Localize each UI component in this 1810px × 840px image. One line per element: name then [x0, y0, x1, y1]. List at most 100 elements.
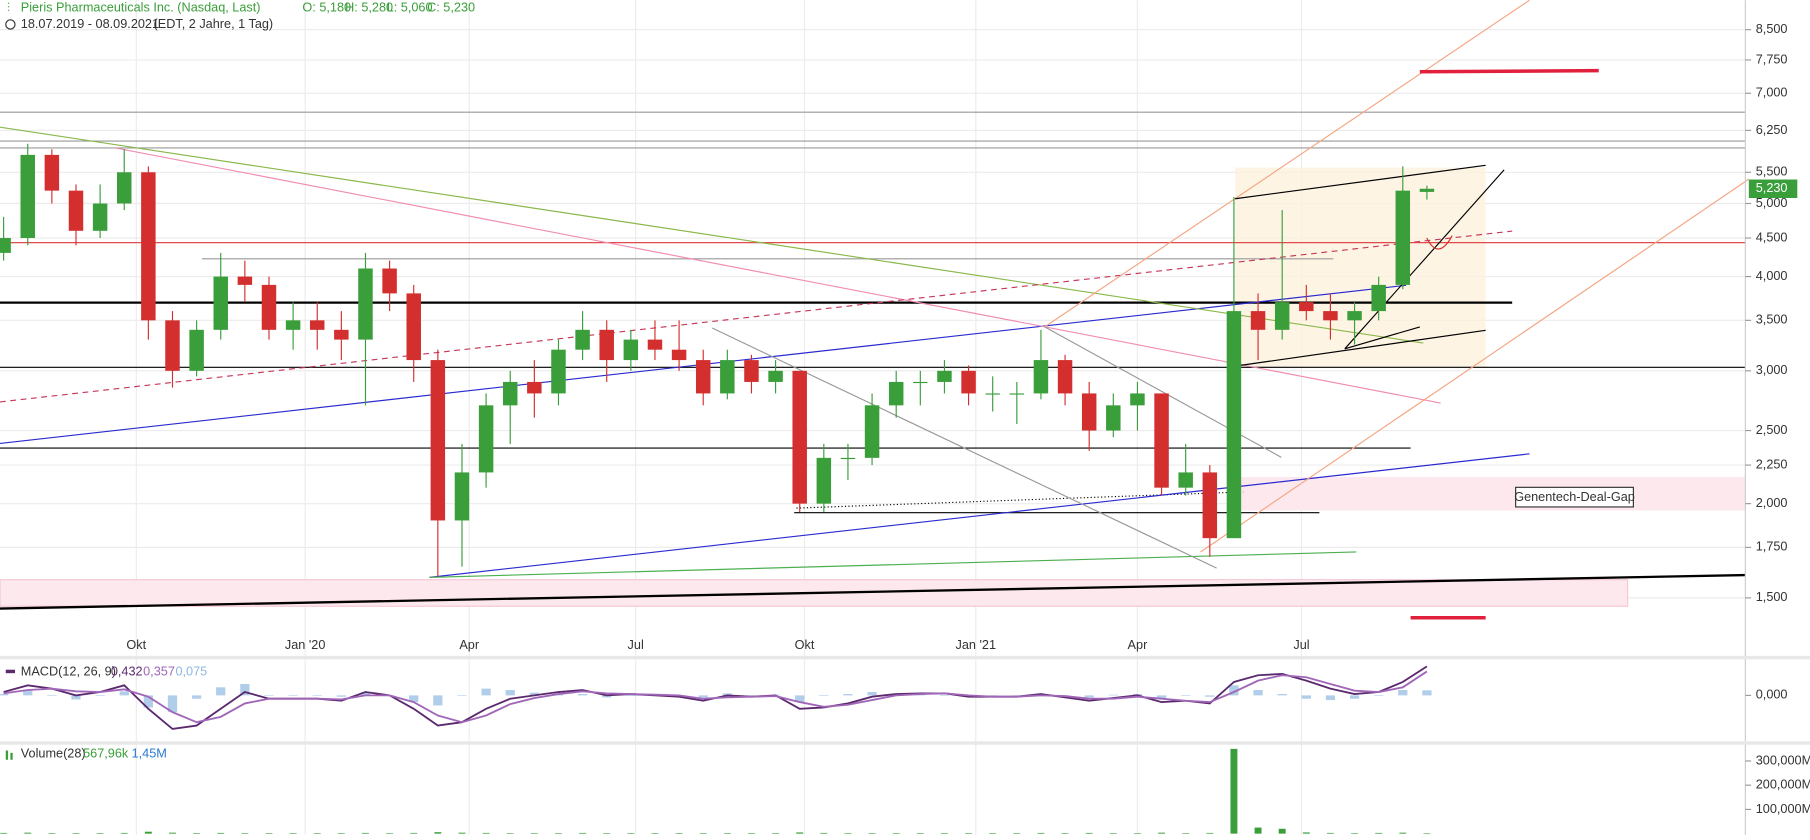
- candle-body: [864, 405, 880, 458]
- panel-separator: [0, 655, 1810, 660]
- macd-histogram-bar: [722, 693, 732, 696]
- trend-line: [1044, 326, 1282, 458]
- volume-bar: [530, 833, 538, 834]
- macd-histogram-bar: [1205, 695, 1215, 697]
- volume-bar: [651, 833, 659, 834]
- y-tick-label: 3,000: [1756, 363, 1788, 377]
- volume-bar: [169, 832, 176, 834]
- macd-histogram-bar: [167, 695, 178, 713]
- volume-title: Volume(28): [21, 746, 86, 760]
- volume-bar: [217, 832, 225, 834]
- clock-icon: [5, 19, 16, 30]
- volume-bar: [965, 833, 973, 834]
- macd-histogram-bar: [1277, 694, 1287, 696]
- candle-body: [1371, 284, 1386, 312]
- x-tick-label: Okt: [795, 638, 815, 652]
- candle-body: [358, 268, 373, 340]
- channel-line: [1235, 164, 1486, 200]
- y-tick-label: 7,000: [1756, 86, 1788, 100]
- volume-bar: [313, 833, 321, 834]
- candle-body: [1033, 360, 1049, 394]
- trend-line: [0, 573, 1746, 610]
- macd-histogram-bar: [529, 692, 539, 696]
- candle-body: [1347, 311, 1362, 321]
- annotation: Genentech-Deal-Gap: [1514, 490, 1635, 504]
- y-tick-label: 200,000M: [1756, 778, 1810, 792]
- macd-title: MACD(12, 26, 9): [21, 664, 116, 678]
- volume-bar: [747, 833, 755, 834]
- macd-histogram-bar: [867, 692, 877, 696]
- y-tick-label: 2,500: [1756, 423, 1788, 437]
- y-tick-label: 100,000M: [1756, 802, 1810, 816]
- macd-histogram-bar: [1398, 690, 1408, 696]
- volume-bar: [458, 832, 466, 834]
- volume-bar: [144, 831, 152, 834]
- candle-body: [575, 329, 590, 350]
- candle-body: [1202, 472, 1218, 539]
- candle-body: [623, 339, 639, 361]
- macd-histogram-bar: [95, 695, 105, 696]
- candle-body: [1323, 311, 1338, 321]
- last-price-label: 5,230: [1756, 181, 1788, 195]
- volume-icon: [5, 750, 9, 760]
- candle-body: [1226, 311, 1242, 539]
- macd-histogram-bar: [119, 691, 129, 696]
- volume-bar: [1399, 832, 1407, 834]
- macd-histogram-bar: [312, 695, 322, 696]
- volume-bar: [1182, 833, 1190, 834]
- macd-histogram-bar: [746, 695, 757, 696]
- y-tick-label: 1,750: [1756, 540, 1788, 554]
- trend-line: [0, 126, 1424, 344]
- candle-body: [647, 339, 663, 350]
- volume-bar: [820, 832, 828, 834]
- candle-body: [406, 293, 421, 361]
- macd-histogram-bar: [1012, 695, 1022, 696]
- volume-bar: [362, 832, 369, 834]
- macd-histogram-bar: [1349, 695, 1360, 699]
- volume-bar: [120, 832, 128, 834]
- macd-histogram-bar: [1229, 685, 1239, 696]
- candle-body: [334, 329, 349, 340]
- macd-histogram-bar: [1253, 690, 1263, 696]
- y-tick-label: 5,500: [1756, 165, 1788, 179]
- candle-body: [913, 381, 928, 384]
- volume-readout: 1,45M: [132, 746, 167, 760]
- volume-bar: [0, 832, 8, 834]
- readout: O: 5,180: [302, 1, 351, 15]
- volume-bar: [1133, 833, 1141, 834]
- candle-body: [527, 381, 542, 394]
- gap-zone: [1235, 476, 1746, 511]
- volume-bar: [1109, 833, 1117, 834]
- macd-histogram-bar: [264, 695, 274, 696]
- volume-bar: [1278, 828, 1286, 834]
- macd-line: [3, 670, 1428, 724]
- macd-histogram-bar: [915, 694, 925, 696]
- candle-body: [237, 276, 253, 285]
- y-tick-label: 8,500: [1756, 22, 1788, 36]
- volume-bar: [916, 833, 924, 834]
- trend-line: [711, 327, 1217, 569]
- volume-bar: [434, 832, 442, 834]
- readout: C: 5,230: [427, 1, 475, 15]
- volume-bar: [699, 833, 707, 834]
- volume-bar: [892, 833, 900, 834]
- macd-histogram-bar: [288, 695, 298, 696]
- macd-histogram-bar: [795, 695, 805, 703]
- last-price-tag: [1748, 179, 1798, 198]
- volume-bar: [772, 833, 780, 834]
- macd-histogram-bar: [1181, 695, 1191, 696]
- macd-histogram-bar: [1301, 695, 1311, 699]
- period: (EDT, 2 Jahre, 1 Tag): [154, 17, 274, 31]
- volume-bar: [482, 832, 490, 834]
- trend-line: [115, 147, 1441, 404]
- highlight-zone: [1235, 167, 1486, 368]
- candle-body: [454, 472, 470, 521]
- x-tick-label: Jul: [1293, 638, 1309, 652]
- candle-body: [1395, 190, 1411, 285]
- volume-bar: [265, 833, 273, 834]
- candle-body: [165, 320, 180, 371]
- macd-histogram-bar: [409, 695, 419, 703]
- candle-body: [1419, 188, 1435, 192]
- macd-readout: 0,357: [143, 664, 175, 678]
- candle-body: [961, 370, 976, 394]
